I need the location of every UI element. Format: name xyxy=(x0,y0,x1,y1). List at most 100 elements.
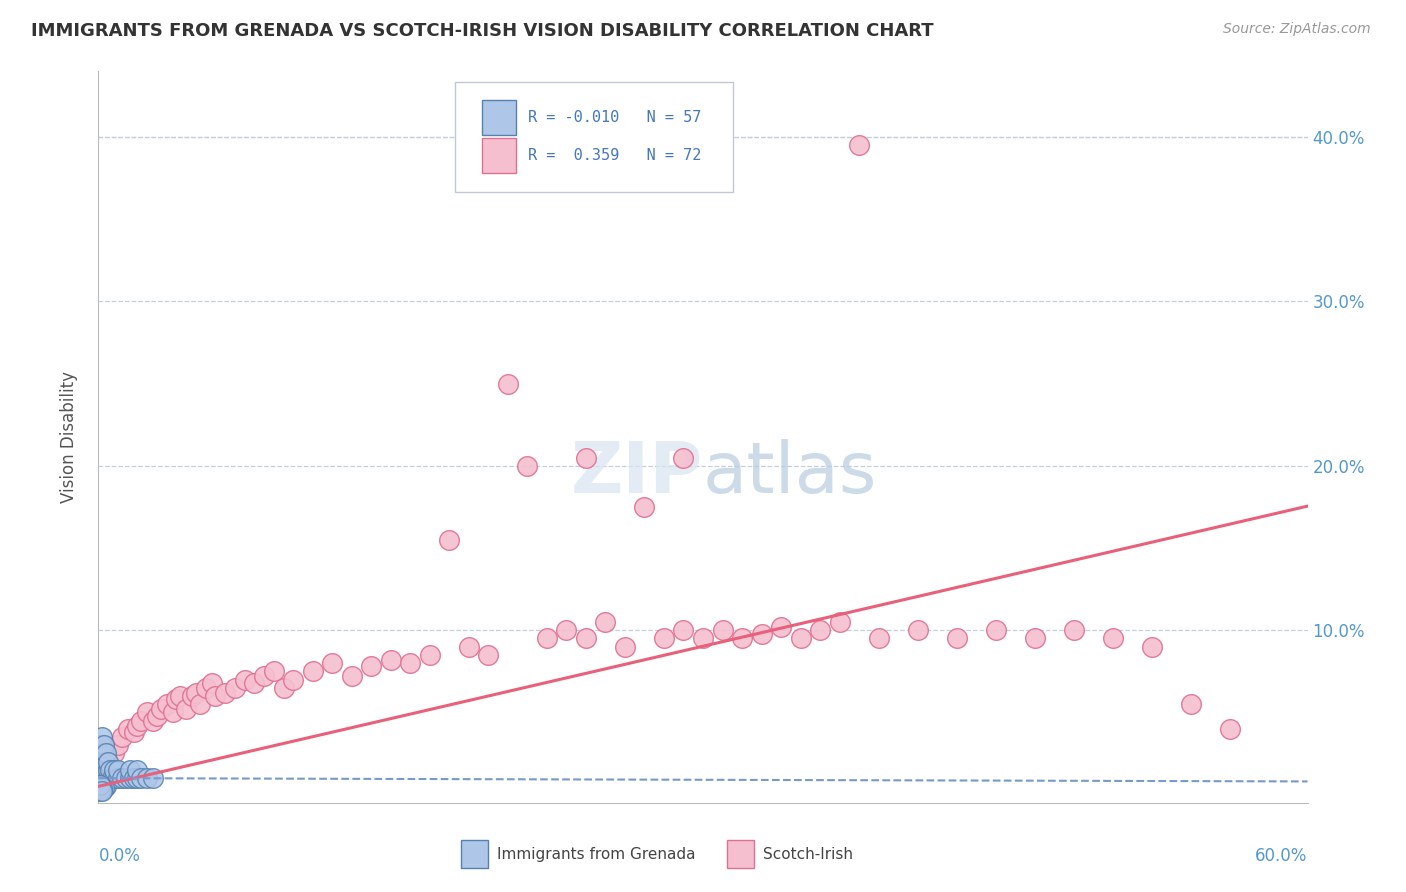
Point xyxy=(91,739,114,753)
Point xyxy=(575,450,598,465)
Point xyxy=(93,747,115,761)
Point xyxy=(253,669,276,683)
Point xyxy=(98,771,121,785)
Point xyxy=(555,624,578,638)
Point xyxy=(127,718,149,732)
Point xyxy=(103,763,125,777)
Point xyxy=(93,763,115,777)
Point xyxy=(302,665,325,679)
Point xyxy=(91,771,114,785)
Point xyxy=(360,659,382,673)
Point xyxy=(91,730,114,744)
Text: ZIP: ZIP xyxy=(571,439,703,508)
Text: IMMIGRANTS FROM GRENADA VS SCOTCH-IRISH VISION DISABILITY CORRELATION CHART: IMMIGRANTS FROM GRENADA VS SCOTCH-IRISH … xyxy=(31,22,934,40)
FancyBboxPatch shape xyxy=(482,138,516,173)
Point xyxy=(945,632,967,646)
Point xyxy=(184,686,207,700)
Point xyxy=(96,780,118,794)
Point xyxy=(188,697,211,711)
Point xyxy=(93,771,115,785)
Point xyxy=(89,739,111,753)
Point xyxy=(114,771,136,785)
Point xyxy=(89,768,111,782)
Point xyxy=(399,656,422,670)
Point xyxy=(146,708,169,723)
Point xyxy=(165,692,187,706)
Point xyxy=(111,730,134,744)
Point xyxy=(419,648,441,662)
Point xyxy=(89,780,111,795)
Point xyxy=(111,771,134,785)
Point xyxy=(575,632,598,646)
Point xyxy=(136,771,159,785)
Point xyxy=(243,675,266,690)
Point xyxy=(169,689,191,703)
Point xyxy=(224,681,246,695)
Point xyxy=(828,615,851,629)
Point xyxy=(91,784,114,798)
Point xyxy=(174,702,197,716)
Point xyxy=(142,771,165,785)
Point xyxy=(789,632,811,646)
Text: Source: ZipAtlas.com: Source: ZipAtlas.com xyxy=(1223,22,1371,37)
Point xyxy=(868,632,890,646)
Text: atlas: atlas xyxy=(703,439,877,508)
Point xyxy=(89,771,111,785)
Point xyxy=(89,774,111,789)
Point xyxy=(91,780,114,794)
Text: R = -0.010   N = 57: R = -0.010 N = 57 xyxy=(527,110,702,125)
Point xyxy=(1024,632,1046,646)
Point xyxy=(97,771,120,785)
FancyBboxPatch shape xyxy=(461,840,488,868)
Point xyxy=(91,780,114,795)
Point xyxy=(273,681,295,695)
Point xyxy=(117,722,139,736)
FancyBboxPatch shape xyxy=(727,840,754,868)
Point xyxy=(118,763,141,777)
Point xyxy=(633,500,655,514)
Point xyxy=(516,458,538,473)
Point xyxy=(131,714,153,728)
Point xyxy=(731,632,754,646)
Point xyxy=(340,669,363,683)
Point xyxy=(1063,624,1085,638)
Point xyxy=(1101,632,1123,646)
Text: Immigrants from Grenada: Immigrants from Grenada xyxy=(498,847,696,862)
Point xyxy=(496,376,519,391)
Point xyxy=(1219,722,1241,736)
Point xyxy=(97,763,120,777)
Point xyxy=(127,763,149,777)
FancyBboxPatch shape xyxy=(456,82,734,192)
Point xyxy=(321,656,343,670)
Point xyxy=(162,706,184,720)
Point xyxy=(96,755,118,769)
Point xyxy=(107,739,129,753)
Point xyxy=(149,702,172,716)
Point xyxy=(89,782,111,797)
Point xyxy=(91,774,114,789)
Y-axis label: Vision Disability: Vision Disability xyxy=(59,371,77,503)
Point xyxy=(614,640,637,654)
Point xyxy=(122,771,145,785)
Point xyxy=(808,624,831,638)
Point xyxy=(93,780,115,795)
Text: R =  0.359   N = 72: R = 0.359 N = 72 xyxy=(527,148,702,163)
Point xyxy=(1180,697,1202,711)
Text: 60.0%: 60.0% xyxy=(1256,847,1308,864)
Point xyxy=(101,771,124,785)
Point xyxy=(156,697,179,711)
Point xyxy=(131,771,153,785)
Point xyxy=(98,763,121,777)
Point xyxy=(127,771,149,785)
Point xyxy=(89,780,111,794)
Point xyxy=(93,755,115,769)
Point xyxy=(96,771,118,785)
Point xyxy=(672,624,695,638)
Point xyxy=(89,763,111,777)
Point xyxy=(97,755,120,769)
Point xyxy=(233,673,256,687)
Point xyxy=(711,624,734,638)
Point xyxy=(380,653,402,667)
Point xyxy=(692,632,714,646)
Point xyxy=(118,771,141,785)
